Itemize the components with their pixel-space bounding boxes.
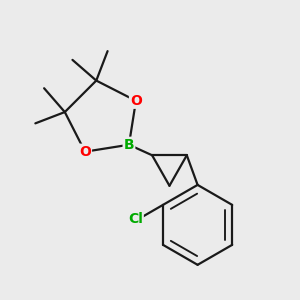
Text: B: B: [124, 138, 134, 152]
Text: O: O: [130, 94, 142, 108]
Text: Cl: Cl: [128, 212, 143, 226]
Text: O: O: [79, 145, 91, 159]
